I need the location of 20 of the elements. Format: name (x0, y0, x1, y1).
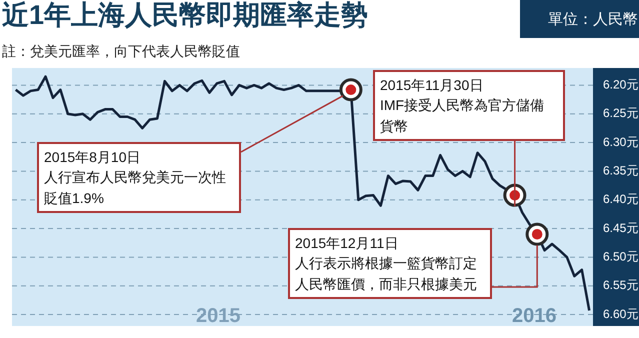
y-tick-label: 6.40元 (603, 192, 638, 206)
y-tick-label: 6.35元 (603, 164, 638, 178)
annotation: 2015 (196, 305, 240, 327)
annotation: 2015年12月11日 (295, 234, 400, 253)
annotation: 2015年8月10日 (44, 148, 142, 167)
chart-title: 近1年上海人民幣即期匯率走勢 (2, 0, 368, 30)
annotation: 2016 (512, 305, 556, 327)
chart-subtitle: 註：兌美元匯率，向下代表人民幣貶值 (2, 43, 240, 59)
annotation: 2015年11月30日 (380, 76, 484, 95)
annotation: IMF接受人民幣為官方儲備貨幣 (380, 96, 546, 136)
text: 單位：人民幣 (548, 11, 638, 28)
y-tick-label: 6.55元 (603, 278, 638, 292)
y-tick-label: 6.20元 (603, 78, 638, 92)
annotation: 人行表示將根據一籃貨幣訂定人民幣匯價，而非只根據美元 (295, 254, 478, 294)
y-tick-label: 6.30元 (603, 134, 638, 149)
y-tick-label: 6.50元 (603, 250, 638, 264)
y-tick-label: 6.45元 (603, 220, 638, 235)
annotation: 人行宣布人民幣兌美元一次性貶值1.9% (44, 168, 227, 208)
y-tick-label: 6.60元 (603, 306, 638, 321)
y-tick-label: 6.25元 (603, 106, 638, 120)
